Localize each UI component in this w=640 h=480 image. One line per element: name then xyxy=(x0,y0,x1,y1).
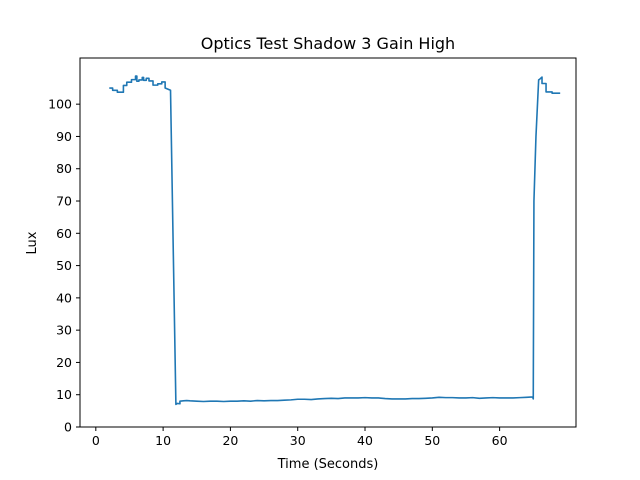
y-tick-label: 30 xyxy=(56,323,72,338)
x-tick-label: 10 xyxy=(155,433,171,448)
x-tick-label: 30 xyxy=(290,433,306,448)
x-tick-label: 20 xyxy=(222,433,238,448)
x-tick-label: 0 xyxy=(92,433,100,448)
y-tick-label: 60 xyxy=(56,226,72,241)
x-axis: 0 10 20 30 40 50 60 xyxy=(92,427,508,448)
y-tick-label: 50 xyxy=(56,258,72,273)
plot-area xyxy=(80,58,576,427)
y-tick-label: 0 xyxy=(64,420,72,435)
y-tick-label: 90 xyxy=(56,129,72,144)
y-tick-label: 80 xyxy=(56,161,72,176)
x-tick-label: 40 xyxy=(357,433,373,448)
x-tick-label: 60 xyxy=(492,433,508,448)
y-axis-label: Lux xyxy=(25,231,40,254)
x-axis-label: Time (Seconds) xyxy=(277,457,379,472)
y-tick-label: 20 xyxy=(56,355,72,370)
y-tick-label: 100 xyxy=(48,97,72,112)
x-tick-label: 50 xyxy=(424,433,440,448)
y-tick-label: 70 xyxy=(56,194,72,209)
plot-background xyxy=(80,58,576,427)
series-line xyxy=(109,75,561,406)
y-axis: 0 10 20 30 40 50 60 70 80 90 100 xyxy=(48,97,80,435)
chart-title: Optics Test Shadow 3 Gain High xyxy=(201,34,455,53)
y-tick-label: 10 xyxy=(56,387,72,402)
y-tick-label: 40 xyxy=(56,290,72,305)
series-layer xyxy=(109,75,561,406)
plot-frame xyxy=(79,57,577,428)
